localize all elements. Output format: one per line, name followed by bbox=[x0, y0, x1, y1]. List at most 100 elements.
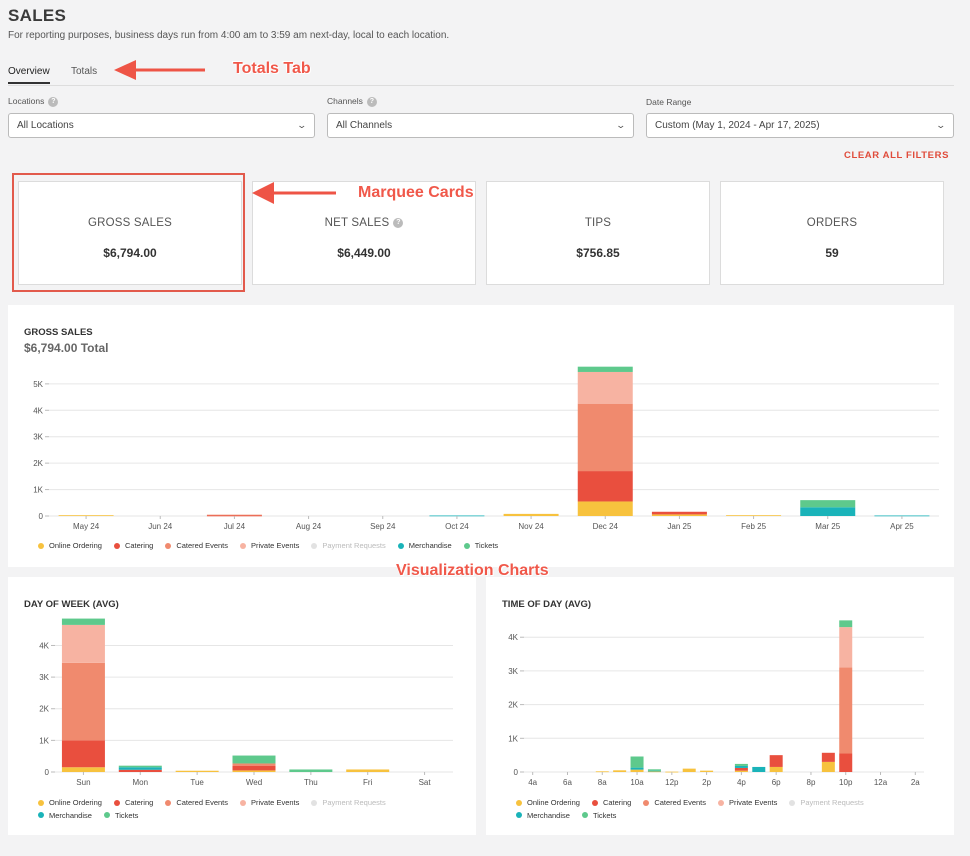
bar-segment bbox=[769, 766, 783, 772]
chart-legend: Online Ordering Catering Catered Events Pri… bbox=[38, 798, 468, 820]
help-icon[interactable]: ? bbox=[48, 96, 59, 107]
legend-swatch bbox=[397, 542, 404, 549]
legend-label: Private Events bbox=[251, 798, 300, 807]
legend-label: Payment Requests bbox=[322, 798, 386, 807]
bar-segment bbox=[821, 761, 835, 772]
bar-segment bbox=[651, 514, 707, 516]
bar-segment bbox=[800, 500, 856, 508]
legend-item[interactable]: Merchandise bbox=[38, 811, 92, 820]
card-value: $6,449.00 bbox=[337, 246, 391, 260]
legend-item[interactable]: Tickets bbox=[581, 811, 616, 820]
card-title-row: NET SALES? bbox=[253, 217, 475, 229]
legend-label: Catered Events bbox=[654, 798, 707, 807]
bar-segment bbox=[595, 771, 609, 773]
legend-label: Online Ordering bbox=[49, 798, 102, 807]
channels-label: Channels? bbox=[327, 96, 377, 107]
help-icon[interactable]: ? bbox=[366, 96, 377, 107]
x-tick-label: Jun 24 bbox=[148, 522, 173, 531]
clear-all-filters-link[interactable]: CLEAR ALL FILTERS bbox=[844, 150, 950, 161]
legend-swatch bbox=[38, 812, 44, 818]
help-icon[interactable]: ? bbox=[393, 217, 404, 228]
y-tick-label: 1K bbox=[33, 486, 43, 495]
x-tick-label: 4p bbox=[737, 778, 746, 787]
bar-segment bbox=[647, 769, 661, 771]
y-tick-label: 3K bbox=[33, 433, 43, 442]
bar-segment bbox=[874, 515, 930, 517]
legend-item[interactable]: Payment Requests bbox=[789, 798, 864, 807]
legend-item[interactable]: Online Ordering bbox=[516, 798, 580, 807]
legend-item[interactable]: Catering bbox=[113, 798, 154, 807]
x-tick-label: 10a bbox=[630, 778, 644, 787]
bar-segment bbox=[630, 769, 644, 772]
legend-swatch bbox=[113, 799, 120, 806]
legend-item[interactable]: Catered Events bbox=[643, 798, 706, 807]
bar-segment bbox=[752, 766, 766, 772]
legend-item[interactable]: Online Ordering bbox=[38, 541, 102, 550]
legend-swatch bbox=[516, 799, 522, 806]
legend-label: Merchandise bbox=[527, 810, 570, 820]
legend-row-break bbox=[38, 808, 468, 811]
time-of-day-chart: 0 1K 2K 3K 4K 4a 6a 8a 10a 12p 2p 4p 6p 8p 10p 12a 2a bbox=[508, 620, 924, 787]
bar-segment bbox=[734, 770, 748, 772]
legend-swatch bbox=[38, 799, 44, 806]
tab-overview[interactable]: Overview bbox=[8, 66, 50, 84]
bar-segment bbox=[118, 765, 162, 768]
bar-segment bbox=[232, 763, 276, 766]
legend-item[interactable]: Payment Requests bbox=[311, 798, 386, 807]
y-tick-label: 1K bbox=[39, 736, 49, 745]
tab-totals[interactable]: Totals bbox=[71, 66, 98, 77]
legend-item[interactable]: Tickets bbox=[103, 811, 138, 820]
page-title: SALES bbox=[8, 6, 67, 25]
x-tick-label: Tue bbox=[190, 778, 204, 787]
legend-swatch bbox=[311, 542, 318, 549]
gross-sales-chart: 0 1K 2K 3K 4K 5K May 24 Jun 24 Jul 24 Aug 24 Sep 2… bbox=[33, 366, 939, 531]
bar-segment bbox=[577, 403, 633, 472]
legend-swatch bbox=[591, 799, 598, 806]
legend-item[interactable]: Payment Requests bbox=[311, 541, 386, 550]
legend-swatch bbox=[718, 799, 725, 806]
legend-label: Catering bbox=[124, 541, 154, 550]
chart-legend: Online Ordering Catering Catered Events Pri… bbox=[516, 798, 946, 820]
bar-segment bbox=[700, 770, 714, 772]
bar-segment bbox=[61, 740, 105, 768]
y-tick-label: 4K bbox=[33, 406, 43, 415]
legend-item[interactable]: Catered Events bbox=[165, 798, 228, 807]
legend-item[interactable]: Online Ordering bbox=[38, 798, 102, 807]
legend-item[interactable]: Private Events bbox=[240, 798, 299, 807]
legend-item[interactable]: Tickets bbox=[463, 541, 499, 550]
legend-swatch bbox=[581, 812, 588, 818]
legend-label: Payment Requests bbox=[322, 541, 386, 550]
page-subtitle: For reporting purposes, business days ru… bbox=[8, 30, 450, 41]
bar-segment bbox=[647, 770, 661, 772]
legend-label: Tickets bbox=[474, 541, 499, 550]
legend-swatch bbox=[463, 542, 470, 549]
x-tick-label: Aug 24 bbox=[296, 522, 322, 531]
legend-item[interactable]: Private Events bbox=[718, 798, 777, 807]
tab-bar: Overview Totals bbox=[8, 62, 954, 86]
bar-segment bbox=[61, 767, 105, 772]
legend-item[interactable]: Merchandise bbox=[516, 811, 570, 820]
bar-segment bbox=[821, 752, 835, 762]
bar-segment bbox=[734, 767, 748, 771]
legend-row-break bbox=[516, 808, 946, 811]
bar-segment bbox=[58, 515, 114, 517]
bar-segment bbox=[577, 501, 633, 516]
legend-item[interactable]: Merchandise bbox=[397, 541, 452, 550]
legend-label: Catering bbox=[602, 798, 632, 807]
x-tick-label: Mon bbox=[133, 778, 149, 787]
y-tick-label: 1K bbox=[508, 734, 518, 743]
locations-select[interactable]: All Locations ⌄ bbox=[8, 113, 315, 138]
legend-swatch bbox=[240, 799, 247, 806]
card-value: 59 bbox=[825, 246, 839, 260]
legend-swatch bbox=[516, 812, 522, 818]
legend-item[interactable]: Catering bbox=[113, 541, 154, 550]
legend-item[interactable]: Catered Events bbox=[165, 541, 228, 550]
legend-item[interactable]: Private Events bbox=[240, 541, 299, 550]
bar-segment bbox=[118, 769, 162, 772]
date-range-select[interactable]: Custom (May 1, 2024 - Apr 17, 2025) ⌄ bbox=[646, 113, 954, 138]
legend-label: Catering bbox=[124, 798, 154, 807]
channels-select[interactable]: All Channels ⌄ bbox=[327, 113, 634, 138]
legend-item[interactable]: Catering bbox=[591, 798, 632, 807]
bar-segment bbox=[429, 515, 485, 517]
x-tick-label: May 24 bbox=[73, 522, 100, 531]
